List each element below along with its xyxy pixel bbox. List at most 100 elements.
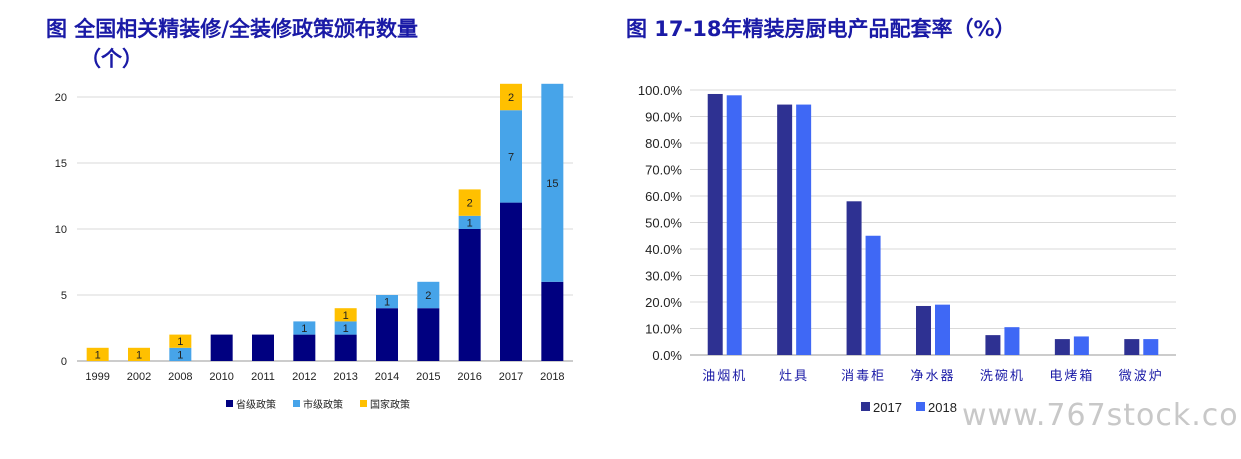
left-data-label: 2 bbox=[508, 92, 514, 104]
right-y-tick-label: 90.0% bbox=[645, 110, 682, 125]
right-bar-2018 bbox=[726, 95, 742, 356]
left-chart-title: 图 全国相关精装修/全装修政策颁布数量 （个） bbox=[46, 14, 418, 74]
right-y-tick-label: 10.0% bbox=[645, 322, 682, 337]
left-chart-title-line2: （个） bbox=[80, 47, 143, 71]
left-data-label: 1 bbox=[301, 323, 307, 335]
left-bar-provincial bbox=[252, 334, 274, 361]
watermark: www.767stock.com bbox=[962, 398, 1241, 433]
left-legend-label: 国家政策 bbox=[370, 398, 410, 411]
left-bar-city bbox=[500, 110, 522, 203]
left-bar-city bbox=[541, 83, 564, 282]
left-bar-national bbox=[458, 189, 481, 216]
left-x-tick-label: 2013 bbox=[333, 371, 357, 383]
left-bar-provincial bbox=[210, 334, 233, 361]
left-bar-provincial bbox=[376, 308, 398, 361]
left-data-label: 1 bbox=[95, 349, 101, 361]
right-y-tick-label: 30.0% bbox=[645, 269, 682, 284]
right-bar-2017 bbox=[777, 104, 793, 355]
left-y-tick-label: 5 bbox=[61, 290, 67, 302]
left-x-tick-label: 2010 bbox=[209, 371, 233, 383]
right-legend-swatch bbox=[861, 402, 870, 411]
right-bar-2017 bbox=[985, 335, 1001, 355]
left-data-label: 1 bbox=[343, 323, 349, 335]
right-y-tick-label: 20.0% bbox=[645, 295, 682, 310]
left-bar-city bbox=[417, 281, 440, 309]
left-bar-provincial bbox=[541, 281, 564, 361]
left-x-tick-label: 2012 bbox=[292, 371, 316, 383]
left-bar-city bbox=[169, 347, 192, 361]
right-y-tick-label: 0.0% bbox=[652, 348, 682, 363]
left-x-tick-label: 2014 bbox=[375, 371, 399, 383]
left-x-tick-label: 2016 bbox=[457, 371, 481, 383]
right-y-tick-label: 100.0% bbox=[638, 83, 683, 98]
left-y-tick-label: 0 bbox=[61, 356, 67, 368]
right-y-tick-label: 80.0% bbox=[645, 136, 682, 151]
right-bar-2017 bbox=[707, 93, 723, 355]
right-bar-2018 bbox=[1143, 339, 1159, 355]
right-x-tick-label: 油烟机 bbox=[702, 369, 747, 384]
left-x-tick-label: 2017 bbox=[499, 371, 523, 383]
right-y-tick-label: 50.0% bbox=[645, 216, 682, 231]
left-y-tick-label: 10 bbox=[55, 224, 67, 236]
left-data-label: 15 bbox=[546, 178, 558, 190]
right-x-tick-label: 洗碗机 bbox=[980, 368, 1025, 384]
right-bar-2018 bbox=[1073, 336, 1089, 355]
left-bar-city bbox=[458, 215, 481, 229]
right-chart-title: 图 17-18年精装房厨电产品配套率（%） bbox=[626, 17, 1016, 41]
right-bar-2018 bbox=[935, 304, 950, 355]
left-x-tick-label: 2011 bbox=[251, 371, 275, 383]
left-bar-provincial bbox=[458, 229, 481, 361]
left-bar-city bbox=[293, 321, 316, 335]
left-data-label: 1 bbox=[384, 297, 390, 309]
left-data-label: 2 bbox=[467, 198, 473, 210]
right-bar-2017 bbox=[1054, 339, 1070, 355]
right-bar-2017 bbox=[916, 305, 931, 355]
right-x-tick-label: 消毒柜 bbox=[841, 369, 886, 384]
right-y-tick-label: 70.0% bbox=[645, 163, 682, 178]
right-bar-2018 bbox=[796, 104, 812, 355]
left-data-label: 1 bbox=[177, 349, 183, 361]
right-x-tick-label: 灶具 bbox=[779, 369, 809, 384]
left-y-tick-label: 15 bbox=[55, 158, 67, 170]
right-y-tick-label: 60.0% bbox=[645, 189, 682, 204]
left-x-tick-label: 2002 bbox=[127, 371, 151, 383]
left-bar-city bbox=[334, 321, 357, 335]
right-x-tick-label: 净水器 bbox=[910, 369, 955, 384]
right-legend-swatch bbox=[916, 402, 925, 411]
left-x-tick-label: 2015 bbox=[416, 371, 440, 383]
right-bar-2017 bbox=[1124, 339, 1140, 355]
left-chart-title-line1: 图 全国相关精装修/全装修政策颁布数量 bbox=[46, 17, 418, 41]
left-y-tick-label: 20 bbox=[55, 92, 67, 104]
left-bar-national bbox=[169, 334, 192, 348]
left-bar-provincial bbox=[417, 308, 440, 361]
left-legend-label: 省级政策 bbox=[236, 398, 276, 411]
left-x-tick-label: 2008 bbox=[168, 371, 192, 383]
left-bar-provincial bbox=[500, 202, 522, 361]
right-legend-label: 2018 bbox=[928, 400, 957, 415]
right-bar-2018 bbox=[865, 235, 881, 355]
left-bar-provincial bbox=[334, 334, 357, 361]
left-data-label: 1 bbox=[177, 336, 183, 348]
left-data-label: 1 bbox=[467, 217, 473, 229]
left-x-tick-label: 2018 bbox=[540, 371, 564, 383]
left-x-tick-label: 1999 bbox=[85, 371, 109, 383]
left-data-label: 1 bbox=[343, 310, 349, 322]
left-data-label: 2 bbox=[425, 290, 431, 302]
left-legend-label: 市级政策 bbox=[303, 398, 343, 411]
left-bar-national bbox=[128, 347, 150, 361]
left-data-label: 1 bbox=[136, 349, 142, 361]
left-bar-national bbox=[86, 347, 109, 361]
right-legend-label: 2017 bbox=[873, 400, 902, 415]
left-data-label: 7 bbox=[508, 151, 514, 163]
right-bar-2017 bbox=[846, 201, 862, 355]
left-bar-national bbox=[334, 308, 357, 322]
right-bar-2018 bbox=[1004, 327, 1020, 355]
right-y-tick-label: 40.0% bbox=[645, 242, 682, 257]
left-legend-swatch bbox=[293, 400, 300, 407]
left-bar-city bbox=[376, 295, 398, 309]
left-legend-swatch bbox=[360, 400, 367, 407]
right-x-tick-label: 微波炉 bbox=[1119, 369, 1164, 384]
left-bar-provincial bbox=[293, 334, 316, 361]
left-bar-national bbox=[500, 83, 522, 111]
